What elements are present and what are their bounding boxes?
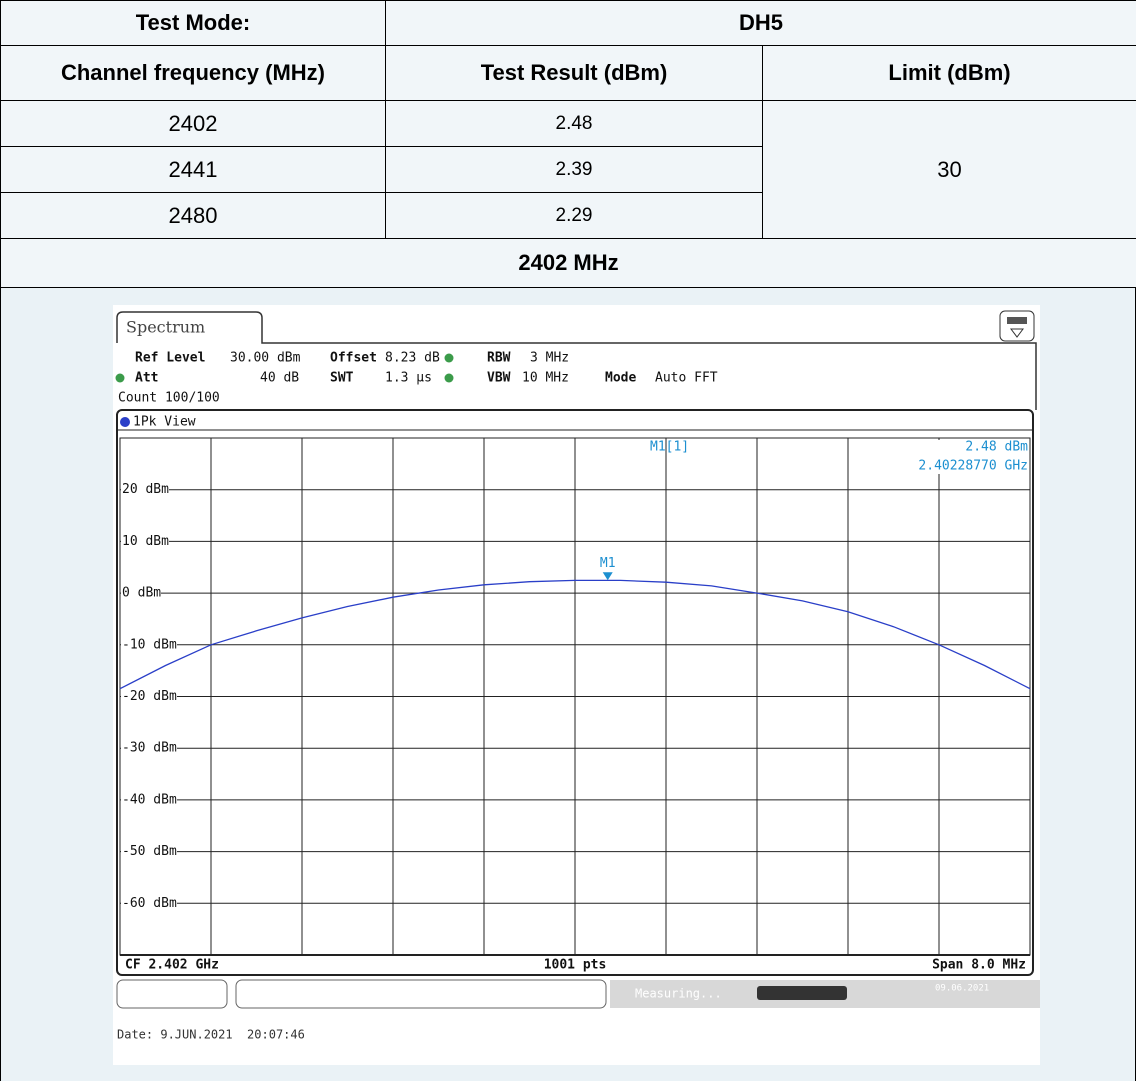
count: Count 100/100	[118, 391, 220, 406]
setting-value: 8.23 dB	[385, 351, 440, 366]
result-table: Test Mode: DH5 Channel frequency (MHz) Tes…	[0, 0, 1136, 288]
progress	[757, 986, 847, 1000]
setting-name: Att	[135, 371, 158, 386]
cell: 2.48	[385, 100, 763, 147]
tick-label-bg	[121, 843, 177, 860]
y-tick-label: 10 dBm	[122, 534, 169, 549]
setting-value: 3 MHz	[530, 351, 569, 366]
setting-name: RBW	[487, 351, 511, 366]
y-tick-label: 0 dBm	[122, 586, 161, 601]
status-date: 09.06.2021	[935, 984, 989, 994]
setting-value: Auto FFT	[655, 371, 718, 386]
y-tick-label: -10 dBm	[122, 637, 177, 652]
y-tick-label: -50 dBm	[122, 844, 177, 859]
y-tick-label: -30 dBm	[122, 741, 177, 756]
setting-name: SWT	[330, 371, 354, 386]
tick-label-bg	[121, 585, 161, 602]
icon	[1007, 317, 1027, 324]
marker-x: 2.40228770 GHz	[918, 459, 1028, 474]
tick-label-bg	[121, 481, 169, 498]
setting-name: Mode	[605, 371, 636, 386]
footer-label: CF 2.402 GHz	[125, 958, 219, 973]
footer-label: Span 8.0 MHz	[932, 958, 1026, 973]
setting-value: 10 MHz	[522, 371, 569, 386]
tick-label-bg	[121, 895, 177, 912]
status-dot	[444, 353, 454, 363]
cell: Test Mode:	[0, 0, 386, 46]
cell: 2402	[0, 100, 386, 147]
readout-bg	[880, 440, 1028, 474]
cell: 30	[761, 100, 1136, 239]
y-tick-label: -40 dBm	[122, 792, 177, 807]
cell: 2.39	[385, 146, 763, 193]
cell: Limit (dBm)	[761, 45, 1136, 101]
setting-name: VBW	[487, 371, 511, 386]
cell: 2.29	[385, 192, 763, 239]
marker-label: M1	[600, 556, 616, 571]
y-tick-label: -20 dBm	[122, 689, 177, 704]
tab-label: Spectrum	[126, 318, 205, 337]
capture-date: Date: 9.JUN.2021 20:07:46	[117, 1028, 305, 1042]
marker	[602, 572, 613, 581]
tick-label-bg	[121, 688, 177, 705]
soft-key	[116, 979, 228, 1009]
tick-label-bg	[121, 636, 177, 653]
cell: Test Result (dBm)	[385, 45, 763, 101]
soft-key	[235, 979, 607, 1009]
view-label: 1Pk View	[133, 415, 196, 430]
y-tick-label: 20 dBm	[122, 482, 169, 497]
trace-dot	[120, 417, 130, 427]
trace	[119, 579, 1031, 690]
status-dot	[115, 373, 125, 383]
section-title: 2402 MHz	[0, 238, 1136, 288]
setting-value: 30.00 dBm	[230, 351, 301, 366]
tick-label-bg	[121, 740, 177, 757]
setting-value: 40 dB	[260, 371, 299, 386]
setting-name: Offset	[330, 351, 377, 366]
icon	[1010, 328, 1024, 338]
tab	[116, 311, 1037, 410]
tick-label-bg	[121, 791, 177, 808]
cell: DH5	[384, 0, 1136, 46]
marker-value: 2.48 dBm	[965, 440, 1028, 455]
setting-name: Ref Level	[135, 351, 205, 366]
status-dot	[444, 373, 454, 383]
setting-value: 1.3 µs	[385, 371, 432, 386]
footer-label: 1001 pts	[544, 958, 607, 973]
cell: 2441	[0, 146, 386, 193]
marker-readout: M1[1]	[650, 440, 689, 455]
tick-label-bg	[121, 533, 169, 550]
status: Measuring...	[635, 987, 722, 1001]
y-tick-label: -60 dBm	[122, 896, 177, 911]
